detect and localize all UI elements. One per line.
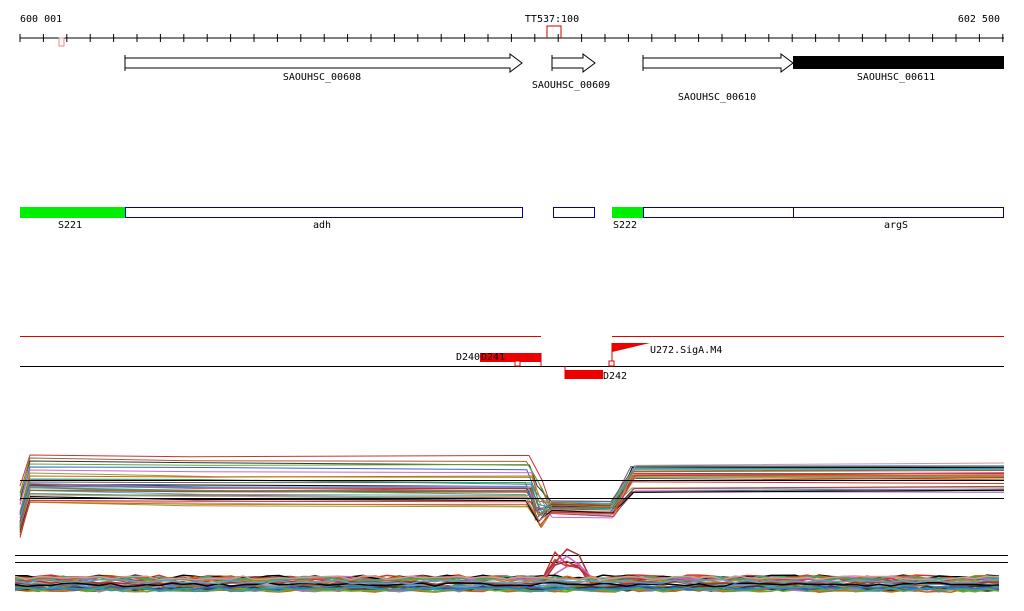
expression-trace — [14, 586, 1000, 593]
gene-label: SAOUHSC_00610 — [678, 92, 756, 103]
expression-trace — [14, 578, 1000, 585]
feature-label: D240 — [456, 352, 480, 363]
feature-tick — [608, 360, 615, 367]
feature-label: D242 — [603, 371, 627, 382]
segment — [793, 207, 1004, 218]
feature-triangle — [612, 343, 650, 352]
segment-label: adh — [313, 220, 331, 231]
ruler-label: 600 001 — [20, 14, 62, 25]
segment — [553, 207, 595, 218]
expression-trace — [19, 462, 1005, 528]
segment — [20, 207, 125, 218]
feature-label: U272.SigA.M4 — [650, 345, 722, 356]
gene-label: SAOUHSC_00608 — [283, 72, 361, 83]
feature-label: D241 — [481, 352, 505, 363]
expression-trace — [14, 581, 1000, 588]
ruler-marker — [546, 25, 562, 38]
ruler: 600 001 TT537:100 602 500 — [19, 14, 1004, 47]
expression-trace — [19, 472, 1005, 538]
expression-trace — [19, 474, 1005, 536]
segments: S221 adh S222 argS — [20, 207, 1004, 231]
segment — [612, 207, 643, 218]
ruler-label: TT537:100 — [525, 14, 579, 25]
expression-panel — [14, 548, 1008, 593]
segment — [643, 207, 794, 218]
genes: SAOUHSC_00608 SAOUHSC_00609 SAOUHSC_0061… — [124, 53, 1004, 103]
gene-box — [793, 56, 1004, 69]
gene-arrow — [642, 53, 794, 73]
expression-trace — [19, 489, 1005, 528]
segment-label: S222 — [613, 220, 637, 231]
expression-panel — [19, 454, 1005, 538]
features: D240 D241 D242 U272.SigA.M4 — [20, 336, 1004, 382]
gene-arrow — [124, 53, 523, 73]
expression-trace — [14, 575, 1000, 581]
feature-box — [480, 353, 541, 362]
segment-label: argS — [884, 220, 908, 231]
gene-arrow — [551, 53, 596, 73]
gene-label: SAOUHSC_00611 — [857, 72, 935, 83]
segment — [125, 207, 523, 218]
expression-trace — [19, 469, 1005, 529]
feature-tick — [514, 360, 521, 367]
ruler-marker — [58, 37, 65, 47]
segment-label: S221 — [58, 220, 82, 231]
gene-label: SAOUHSC_00609 — [532, 80, 610, 91]
feature-box — [565, 370, 603, 379]
ruler-label: 602 500 — [958, 14, 1000, 25]
